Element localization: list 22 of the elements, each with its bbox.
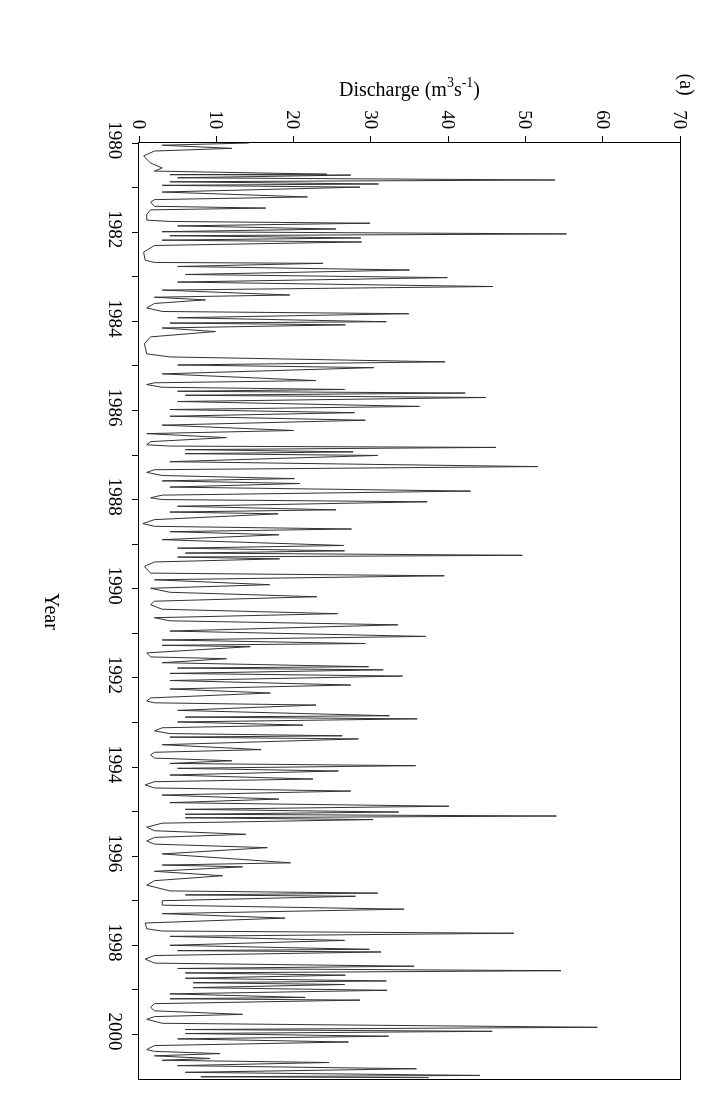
x-axis-title: Discharge (m$^{3}$s$^{-1}$) — [338, 75, 481, 101]
x-tick-label: 70 — [669, 110, 691, 130]
y-axis-title: Year — [41, 593, 63, 631]
y-tick-label: 1988 — [105, 477, 127, 516]
x-tick-label: 10 — [206, 110, 228, 130]
text: (a) — [674, 73, 698, 96]
y-tick-label: 1992 — [105, 656, 127, 695]
y-tick-label: 1984 — [105, 299, 127, 338]
y-tick-label: 1980 — [105, 121, 127, 160]
x-tick-label: 30 — [360, 110, 382, 130]
x-tick-label: 50 — [515, 110, 537, 130]
x-tick-label: 60 — [592, 110, 614, 130]
y-tick-label: 1996 — [105, 834, 127, 873]
x-tick-label: 20 — [283, 110, 305, 130]
y-tick-label: 2000 — [105, 1012, 127, 1051]
y-tick-label: 1990 — [105, 566, 127, 605]
y-tick-label: 1994 — [105, 745, 127, 784]
y-tick-label: 1982 — [105, 210, 127, 249]
y-tick-label: 1998 — [105, 923, 127, 962]
x-tick-label: 0 — [128, 119, 150, 130]
y-tick-label: 1986 — [105, 388, 127, 427]
x-tick-label: 40 — [437, 110, 459, 130]
